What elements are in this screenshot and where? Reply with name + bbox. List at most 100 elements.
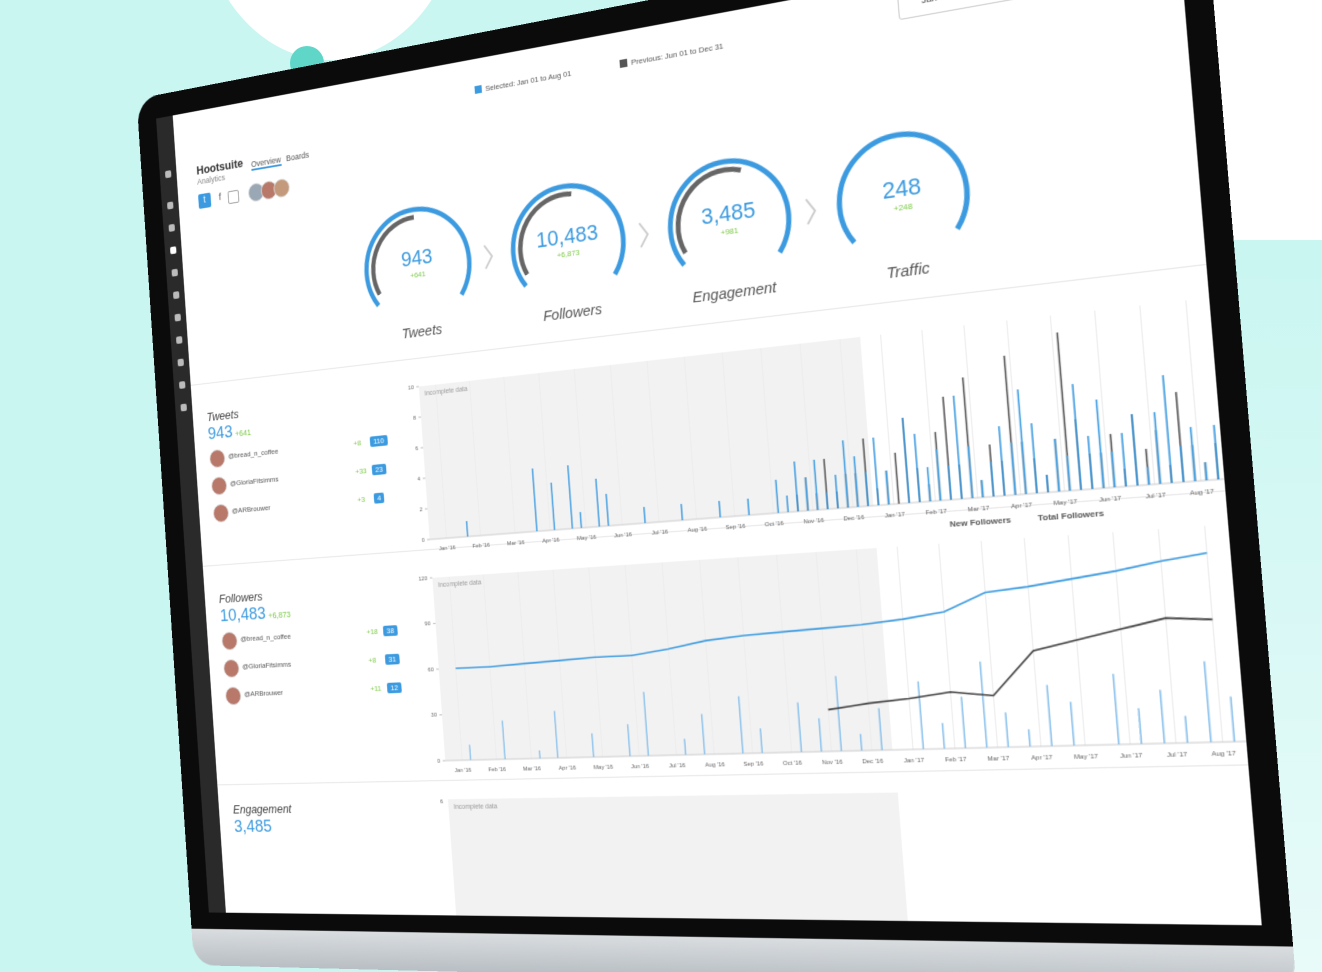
account-count: 38 xyxy=(382,625,398,637)
y-tick-label: 120 xyxy=(419,576,428,583)
selected xyxy=(999,426,1005,495)
section-total: 10,483 +6,873 xyxy=(219,603,291,626)
section-change: +641 xyxy=(234,427,252,439)
x-tick-label: Jul '17 xyxy=(1145,492,1166,501)
selected xyxy=(886,471,889,505)
x-tick-label: Apr '17 xyxy=(1031,754,1053,762)
new-followers xyxy=(539,751,540,759)
account-count: 31 xyxy=(384,653,400,665)
account-avatar[interactable] xyxy=(224,686,242,706)
x-tick-label: May '16 xyxy=(594,764,614,771)
account-handle[interactable]: @GloriaFitsimms xyxy=(229,474,279,488)
y-tick-label: 10 xyxy=(408,385,414,392)
account-avatar[interactable] xyxy=(212,503,230,523)
x-tick-label: Jun '16 xyxy=(631,763,650,770)
section-total: 943 +641 xyxy=(207,422,252,444)
y-tick-label: 90 xyxy=(425,621,431,628)
account-change: +8 xyxy=(368,655,377,665)
new-followers xyxy=(961,697,965,748)
x-tick-label: Jan '17 xyxy=(904,757,925,764)
account-count: 23 xyxy=(371,463,387,476)
x-tick-label: Feb '16 xyxy=(488,767,506,774)
monitor: Hootsuite Analytics Overview Boards Sele… xyxy=(136,0,1298,972)
new-followers xyxy=(1160,690,1164,744)
new-followers xyxy=(1139,708,1142,744)
selected xyxy=(968,446,972,498)
account-avatar[interactable] xyxy=(221,631,238,651)
selected xyxy=(873,438,878,506)
x-tick-label: Jan '17 xyxy=(884,511,905,519)
x-tick-label: Jul '17 xyxy=(1167,751,1188,759)
sidebar-icon[interactable] xyxy=(180,403,188,412)
new-followers xyxy=(1006,713,1009,748)
selected xyxy=(605,493,609,526)
gauge-chevron xyxy=(806,198,816,224)
x-tick-label: Sep '16 xyxy=(725,523,745,531)
account-handle[interactable]: @GloriaFitsimms xyxy=(241,660,292,671)
y-tick-label: 30 xyxy=(431,713,437,720)
x-tick-label: Apr '16 xyxy=(542,537,560,545)
x-tick-label: Jan '16 xyxy=(439,545,456,553)
x-tick-label: Aug '17 xyxy=(1211,750,1236,758)
new-followers xyxy=(1204,661,1211,742)
selected xyxy=(1147,467,1148,485)
account-change: +33 xyxy=(355,466,367,476)
grid-line xyxy=(939,544,955,749)
y2-tick-label: 2 xyxy=(1247,629,1252,637)
incomplete-region xyxy=(418,336,874,540)
incomplete-region xyxy=(432,548,893,761)
x-tick-label: Feb '17 xyxy=(925,508,947,517)
section-total: 3,485 xyxy=(233,816,273,837)
y2-tick-label: 3 xyxy=(1242,575,1247,583)
new-followers xyxy=(942,723,944,749)
x-tick-label: Aug '16 xyxy=(705,762,725,769)
x-tick-label: Feb '16 xyxy=(472,542,490,550)
account-avatar[interactable] xyxy=(208,448,226,469)
selected xyxy=(1163,375,1172,483)
y2-tick-label: 0 xyxy=(1256,738,1261,746)
gauge-chevron xyxy=(639,222,648,247)
account-handle[interactable]: @ARBrouwer xyxy=(243,688,284,699)
x-tick-label: Mar '17 xyxy=(968,505,990,514)
account-avatar[interactable] xyxy=(222,658,240,678)
previous xyxy=(895,453,899,504)
x-tick-label: Dec '16 xyxy=(843,514,864,522)
account-handle[interactable]: @bread_n_coffee xyxy=(227,446,279,461)
y-tick-label: 8 xyxy=(413,415,416,422)
section-change: +6,873 xyxy=(267,609,291,621)
selected xyxy=(927,467,930,501)
x-tick-label: Nov '16 xyxy=(822,759,843,766)
x-tick-label: Oct '16 xyxy=(765,520,784,528)
selected xyxy=(1191,427,1196,481)
selected xyxy=(914,434,919,502)
selected xyxy=(1055,439,1059,492)
x-tick-label: Feb '17 xyxy=(945,756,967,764)
selected xyxy=(1132,414,1138,485)
account-handle[interactable]: @ARBrouwer xyxy=(231,503,271,516)
gauge-chevron xyxy=(484,245,493,269)
section-title: Engagement xyxy=(232,801,292,817)
selected xyxy=(1214,425,1219,479)
x-tick-label: Apr '17 xyxy=(1011,502,1032,511)
selected xyxy=(991,462,994,497)
selected xyxy=(1067,455,1070,490)
selected xyxy=(954,396,962,499)
x-tick-label: May '17 xyxy=(1053,499,1077,508)
x-tick-label: May '17 xyxy=(1074,753,1098,761)
new-followers xyxy=(1029,729,1030,746)
x-tick-label: Mar '17 xyxy=(987,755,1009,763)
x-tick-label: Oct '16 xyxy=(783,760,802,767)
account-count: 4 xyxy=(373,492,385,504)
account-handle[interactable]: @bread_n_coffee xyxy=(240,632,292,644)
account-avatar[interactable] xyxy=(210,476,228,496)
selected xyxy=(1122,433,1126,486)
selected xyxy=(1205,462,1207,480)
selected xyxy=(948,465,951,499)
x-tick-label: Dec '16 xyxy=(862,758,884,765)
y-tick-label: 6 xyxy=(440,799,443,805)
incomplete-note: Incomplete data xyxy=(438,579,482,589)
selected xyxy=(1011,443,1015,495)
incomplete-region xyxy=(447,792,909,926)
selected xyxy=(937,449,941,500)
